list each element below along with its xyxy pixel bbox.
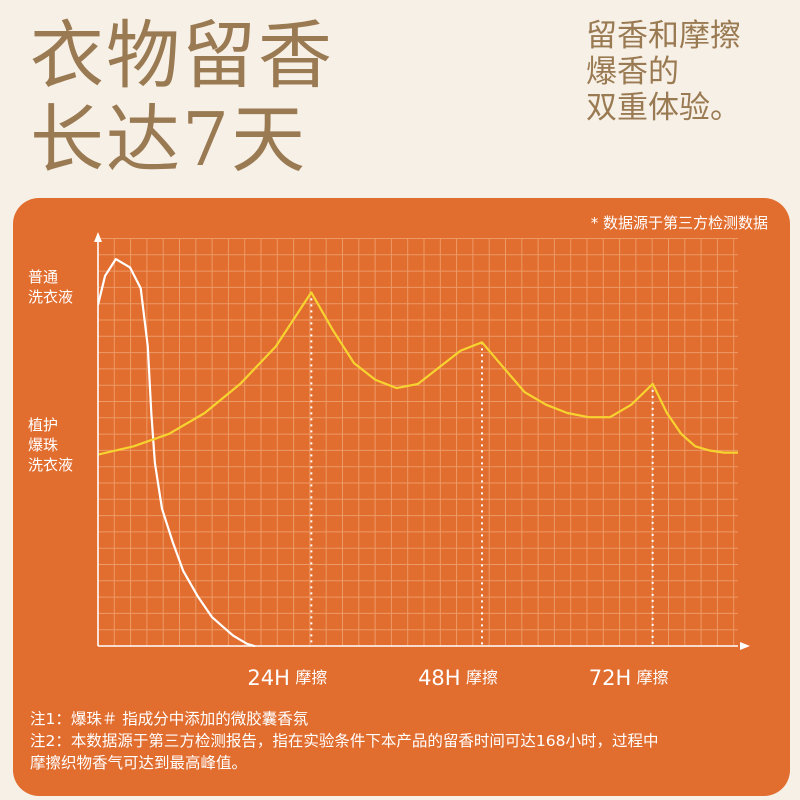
x-tick-label: 摩擦 xyxy=(295,668,327,687)
x-tick-labels: 24H 摩擦 48H 摩擦 72H 摩擦 xyxy=(247,666,668,690)
footnotes: 注1：爆珠＃ 指成分中添加的微胶囊香氛 注2：本数据源于第三方检测报告，指在实验… xyxy=(30,708,775,774)
note-1: 注1：爆珠＃ 指成分中添加的微胶囊香氛 xyxy=(30,710,309,728)
chart-axes xyxy=(94,232,750,650)
note-2-line-1: 注2：本数据源于第三方检测报告，指在实验条件下本产品的留香时间可达168小时，过… xyxy=(30,732,659,750)
y-axis-arrow xyxy=(94,232,102,242)
series-line-regular xyxy=(98,258,256,648)
headline-line-1: 衣物留香 xyxy=(30,13,334,99)
series-label-beads: 植护 爆珠 洗衣液 xyxy=(28,415,73,475)
headline-line-2: 长达7天 xyxy=(30,97,308,183)
x-tick-label: 72H xyxy=(589,666,632,690)
chart-grid xyxy=(98,238,738,646)
tagline-line-3: 双重体验。 xyxy=(586,90,741,126)
series-label-beads-line-1: 植护 xyxy=(28,416,59,434)
x-axis-arrow xyxy=(740,642,750,650)
tagline-line-1: 留香和摩擦 xyxy=(586,18,741,54)
series-label-regular-line-1: 普通 xyxy=(28,268,59,286)
series-lines xyxy=(98,258,738,648)
series-line-beads xyxy=(98,291,738,456)
series-label-regular-line-2: 洗衣液 xyxy=(28,288,74,306)
series-label-beads-line-3: 洗衣液 xyxy=(28,456,74,474)
note-2-line-2: 摩擦织物香气可达到最高峰值。 xyxy=(30,754,248,772)
x-tick-label: 48H xyxy=(418,666,461,690)
data-source-note: * 数据源于第三方检测数据 xyxy=(590,214,768,232)
tagline: 留香和摩擦 爆香的 双重体验。 xyxy=(586,18,741,126)
x-tick-label: 24H xyxy=(247,666,290,690)
series-label-regular: 普通 洗衣液 xyxy=(28,267,73,307)
tagline-line-2: 爆香的 xyxy=(586,54,679,90)
x-tick-label: 摩擦 xyxy=(637,668,669,687)
headline: 衣物留香 长达7天 xyxy=(30,14,334,182)
friction-markers xyxy=(310,292,654,646)
series-label-beads-line-2: 爆珠 xyxy=(28,436,59,454)
x-tick-label: 摩擦 xyxy=(466,668,498,687)
